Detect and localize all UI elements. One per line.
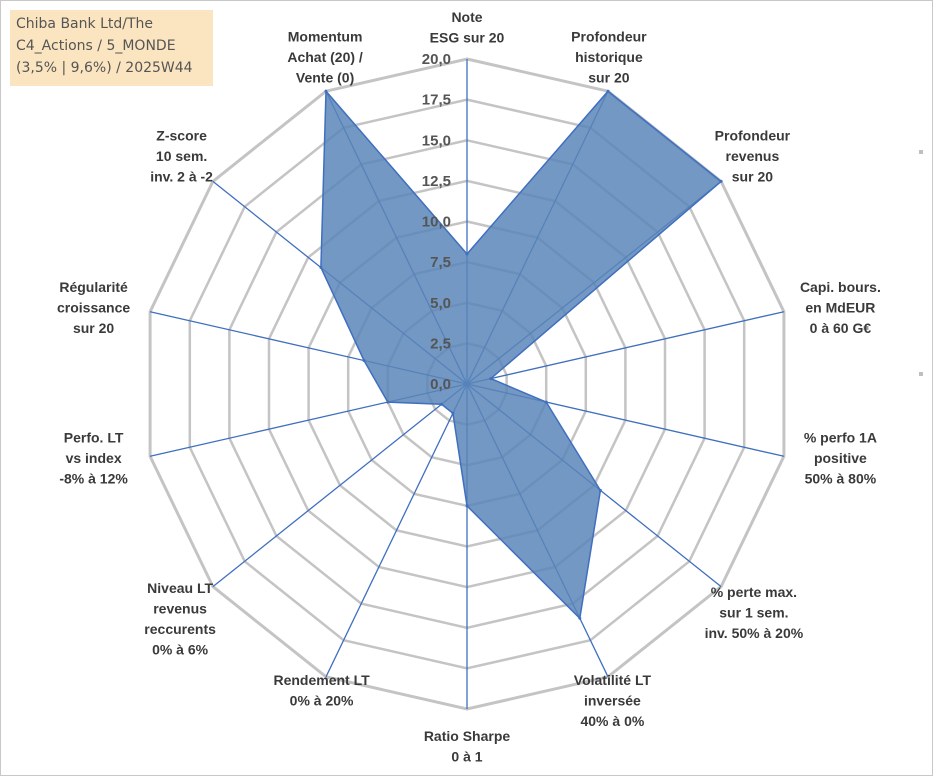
- axis-label-5: % perfo 1A positive 50% à 80%: [804, 430, 877, 487]
- data-point-3: [719, 179, 723, 183]
- data-point-7: [578, 616, 582, 620]
- data-point-5: [544, 400, 548, 404]
- title-line-3: (3,5% | 9,6%) / 2025W44: [16, 60, 193, 76]
- axis-label-3: Profondeur revenus sur 20: [715, 128, 791, 185]
- data-point-14: [324, 89, 328, 93]
- axis-label-8: Ratio Sharpe 0 à 1: [424, 728, 511, 765]
- axis-label-12-line-3: sur 20: [73, 320, 114, 336]
- axis-label-11-line-2: vs index: [66, 450, 122, 466]
- axis-label-13: Z-score 10 sem. inv. 2 à -2: [150, 128, 213, 185]
- axis-label-10-line-4: 0% à 6%: [152, 642, 209, 658]
- axis-label-8-line-1: Ratio Sharpe: [424, 728, 511, 744]
- axis-label-12: Régularité croissance sur 20: [57, 279, 130, 336]
- data-point-10: [440, 402, 444, 406]
- tick-label-7: 17,5: [422, 92, 451, 109]
- axis-label-4: Capi. bours. en MdEUR 0 à 60 G€: [800, 279, 881, 336]
- data-point-11: [386, 400, 390, 404]
- tick-label-8: 20,0: [422, 51, 451, 68]
- axis-label-4-line-3: 0 à 60 G€: [810, 320, 872, 336]
- data-point-2: [606, 89, 610, 93]
- axis-label-11-line-3: -8% à 12%: [59, 471, 128, 487]
- axis-label-7-line-3: 40% à 0%: [580, 713, 644, 729]
- axis-label-2-line-2: historique: [575, 49, 643, 65]
- data-point-12: [362, 359, 366, 362]
- tick-label-5: 12,5: [422, 173, 451, 190]
- axis-label-7-line-1: Volatilité LT: [574, 672, 652, 688]
- axis-label-10-line-2: revenus: [153, 601, 207, 617]
- axis-label-2: Profondeur historique sur 20: [571, 29, 647, 86]
- axis-label-14-line-1: Momentum: [288, 29, 363, 45]
- axis-label-3-line-2: revenus: [726, 148, 780, 164]
- data-point-13: [319, 266, 323, 269]
- axis-label-7: Volatilité LT inversée 40% à 0%: [574, 672, 652, 729]
- axis-label-10: Niveau LT revenus reccurents 0% à 6%: [144, 580, 216, 658]
- tick-label-4: 10,0: [422, 214, 451, 231]
- axis-spoke-9: [325, 383, 468, 678]
- axis-label-5-line-1: % perfo 1A: [804, 430, 877, 446]
- axis-label-14: Momentum Achat (20) / Vente (0): [287, 29, 363, 86]
- axis-label-6-line-3: inv. 50% à 20%: [705, 625, 804, 641]
- axis-label-1: Note ESG sur 20: [430, 9, 505, 46]
- axis-label-6-line-2: sur 1 sem.: [719, 605, 788, 621]
- axis-label-9-line-1: Rendement LT: [273, 672, 370, 688]
- axis-label-5-line-2: positive: [814, 450, 867, 466]
- axis-label-5-line-3: 50% à 80%: [805, 471, 877, 487]
- tick-label-1: 2,5: [430, 335, 451, 352]
- tick-label-0: 0,0: [430, 376, 451, 393]
- chart-title-box: Chiba Bank Ltd/The C4_Actions / 5_MONDE …: [10, 10, 213, 86]
- axis-label-6: % perte max. sur 1 sem. inv. 50% à 20%: [705, 584, 804, 641]
- edge-marker-middle: [919, 372, 923, 376]
- axis-label-10-line-3: reccurents: [144, 621, 216, 637]
- axis-label-14-line-3: Vente (0): [296, 70, 354, 86]
- axis-label-6-line-1: % perte max.: [711, 584, 797, 600]
- axis-label-13-line-3: inv. 2 à -2: [150, 169, 213, 185]
- title-line-2: C4_Actions / 5_MONDE: [16, 38, 176, 54]
- axis-label-13-line-2: 10 sem.: [156, 148, 207, 164]
- tick-label-6: 15,0: [422, 132, 451, 149]
- data-point-1: [465, 252, 469, 256]
- axis-label-2-line-1: Profondeur: [571, 29, 647, 45]
- axis-label-3-line-1: Profondeur: [715, 128, 791, 144]
- axis-label-8-line-2: 0 à 1: [451, 749, 482, 765]
- axis-label-4-line-1: Capi. bours.: [800, 279, 881, 295]
- axis-label-11-line-1: Perfo. LT: [64, 430, 124, 446]
- data-point-4: [489, 377, 493, 381]
- data-point-8: [465, 504, 469, 508]
- axis-label-2-line-3: sur 20: [588, 70, 629, 86]
- data-point-9: [451, 411, 455, 415]
- edge-marker-top: [919, 150, 923, 154]
- axis-label-13-line-1: Z-score: [156, 128, 207, 144]
- axis-label-10-line-1: Niveau LT: [147, 580, 213, 596]
- axis-label-12-line-1: Régularité: [59, 279, 128, 295]
- axis-label-3-line-3: sur 20: [732, 169, 773, 185]
- axis-spoke-10: [212, 383, 468, 588]
- axis-label-9: Rendement LT 0% à 20%: [273, 672, 370, 709]
- axis-label-11: Perfo. LT vs index -8% à 12%: [59, 430, 128, 487]
- axis-label-14-line-2: Achat (20) /: [287, 49, 363, 65]
- axis-spoke-4: [466, 311, 785, 385]
- data-point-6: [598, 488, 602, 492]
- axis-label-1-line-1: Note: [451, 9, 482, 25]
- axis-label-1-line-2: ESG sur 20: [430, 30, 505, 46]
- axis-label-4-line-2: en MdEUR: [805, 299, 875, 315]
- tick-label-3: 7,5: [430, 254, 451, 271]
- title-line-1: Chiba Bank Ltd/The: [16, 16, 153, 32]
- tick-label-2: 5,0: [430, 295, 451, 312]
- axis-label-9-line-2: 0% à 20%: [290, 692, 354, 708]
- axis-label-12-line-2: croissance: [57, 299, 130, 315]
- axis-label-7-line-2: inversée: [584, 692, 641, 708]
